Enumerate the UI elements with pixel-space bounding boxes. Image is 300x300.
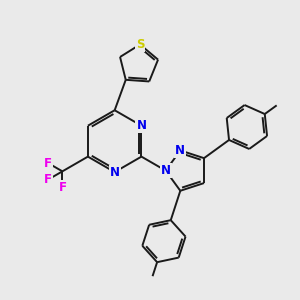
Text: N: N	[136, 119, 146, 132]
Text: N: N	[110, 166, 120, 178]
Text: N: N	[175, 144, 185, 157]
Text: N: N	[161, 164, 171, 177]
Text: S: S	[136, 38, 144, 51]
Text: F: F	[44, 173, 52, 186]
Text: F: F	[58, 181, 66, 194]
Text: F: F	[44, 157, 52, 170]
